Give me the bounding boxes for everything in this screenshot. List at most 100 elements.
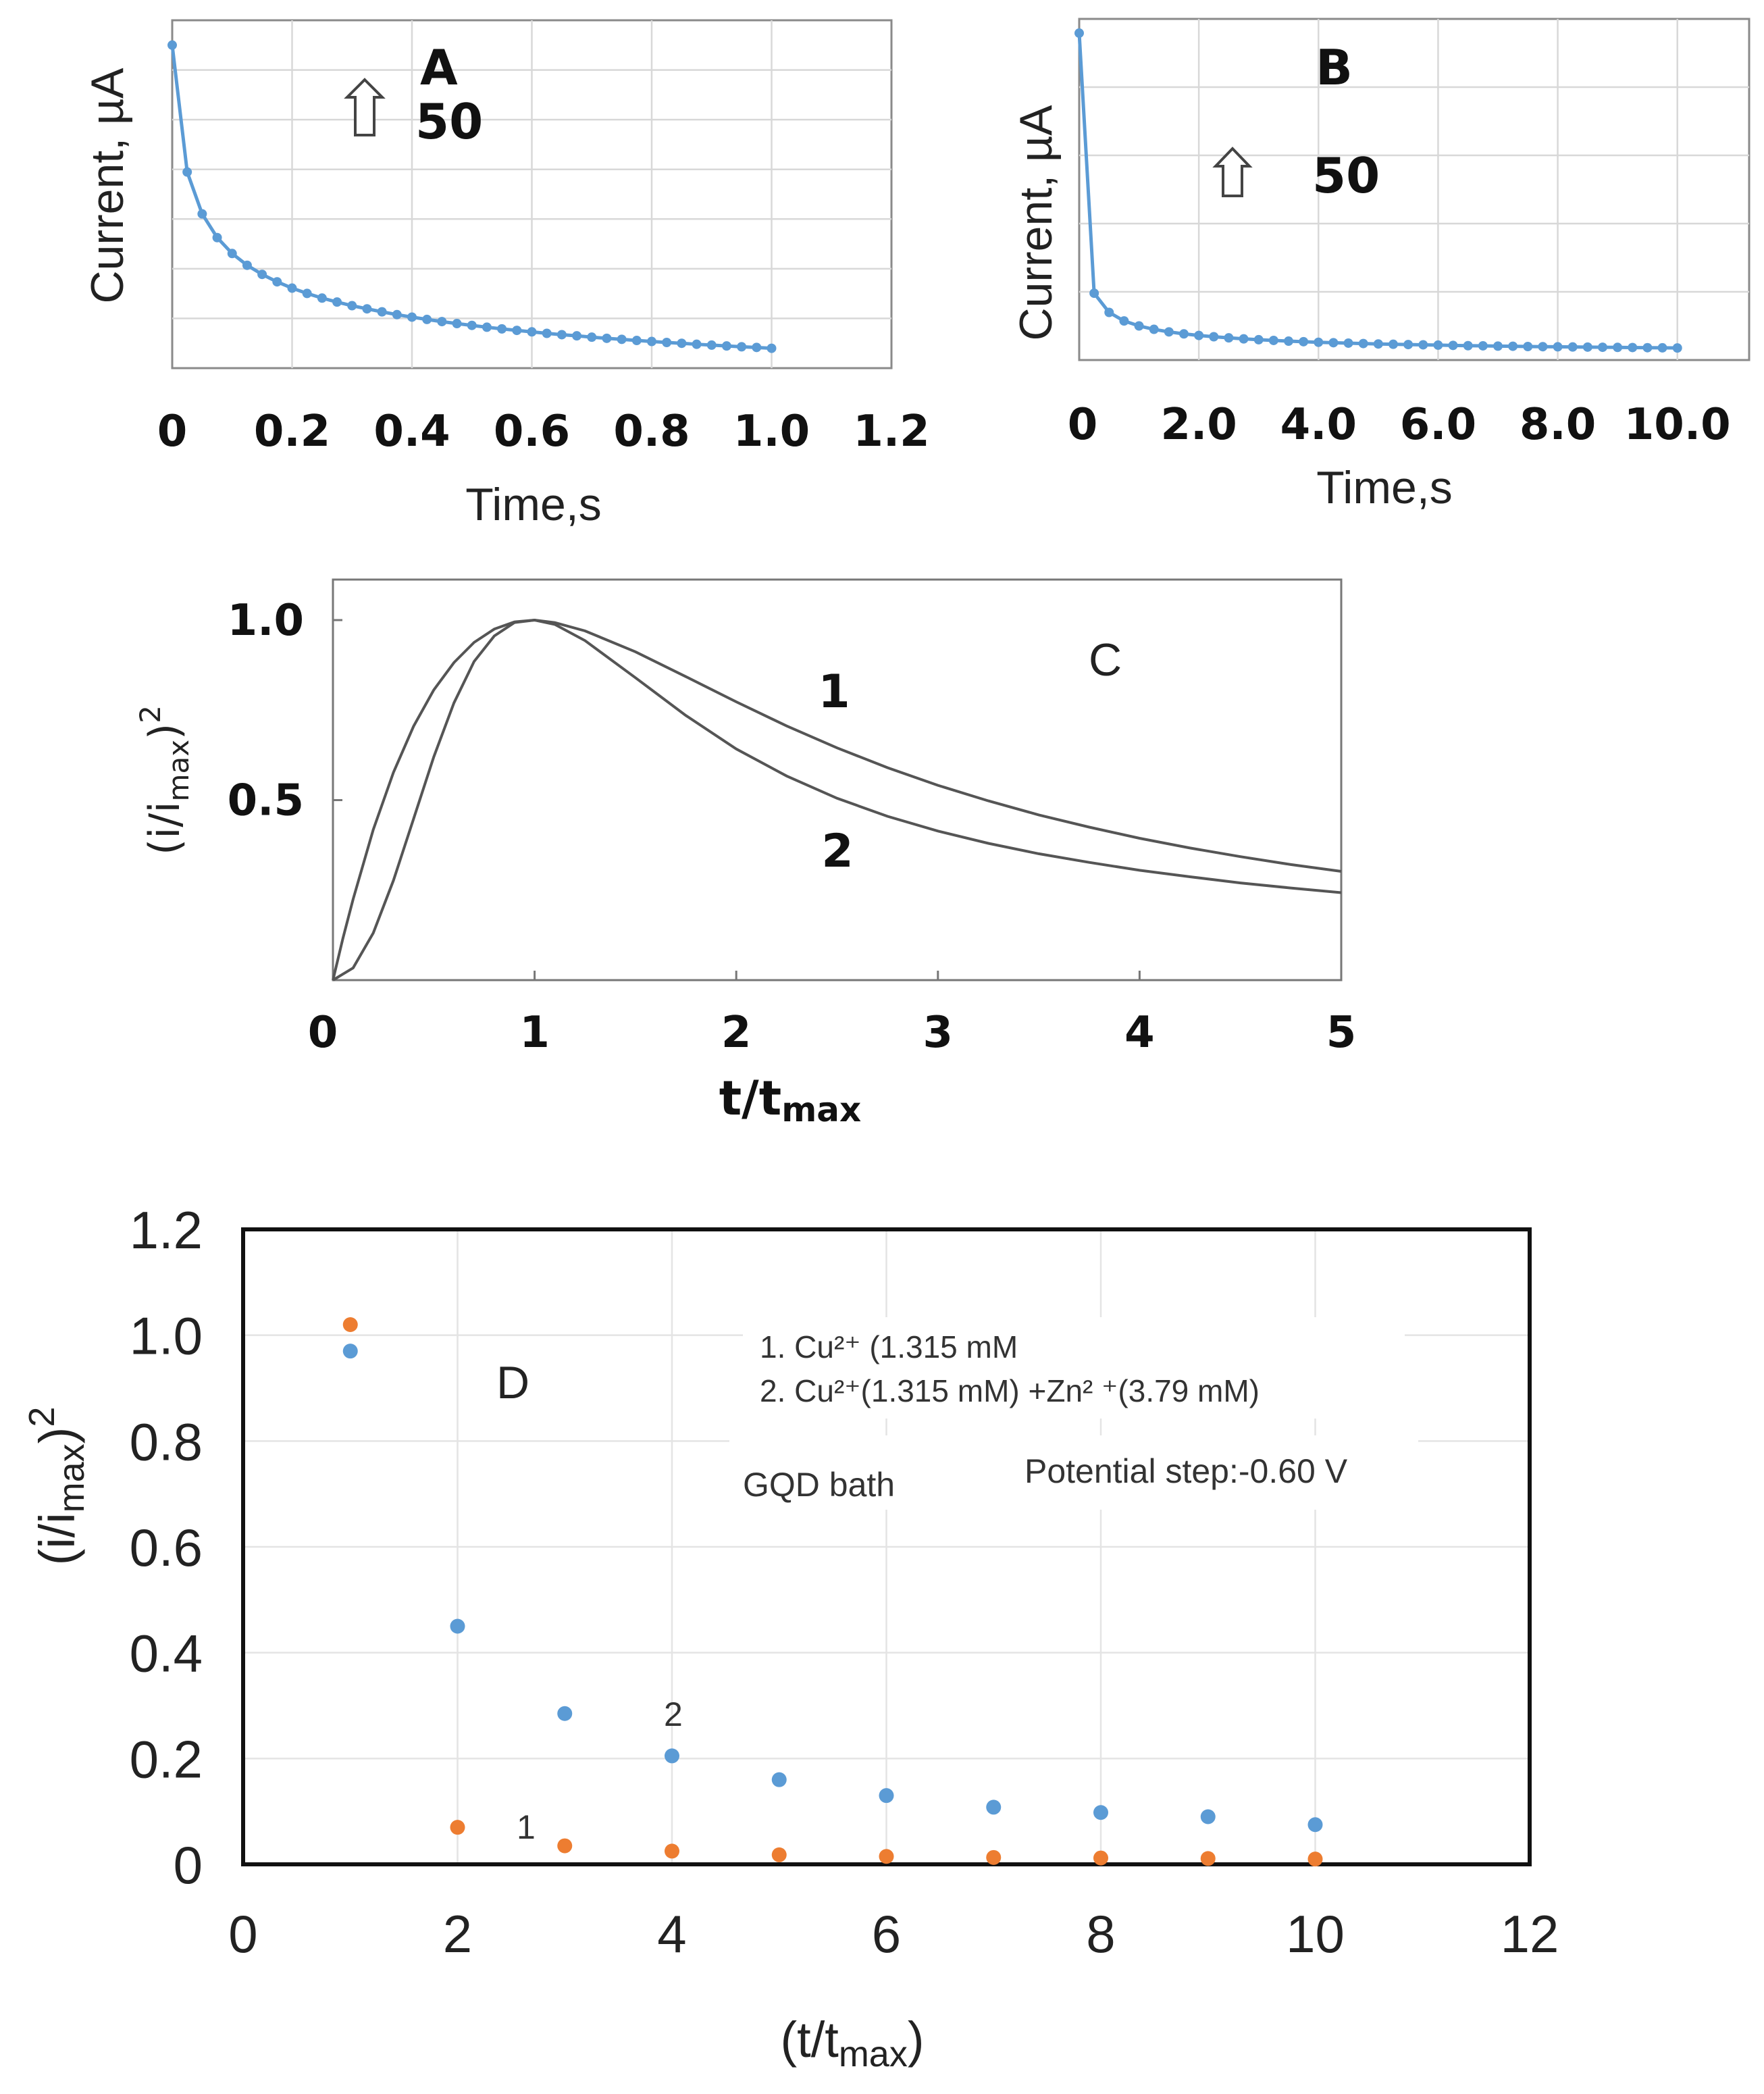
panel-c-y-axis-sub: max — [162, 740, 195, 802]
panel-a-data-point — [587, 332, 597, 342]
panel-d-label: D — [496, 1357, 529, 1408]
panel-b-data-point — [1478, 340, 1488, 351]
panel-b-x-tick: 10.0 — [1624, 400, 1731, 450]
panel-c-y-axis-sup: 2 — [134, 705, 167, 723]
panel-a-x-tick: 0.4 — [373, 407, 450, 457]
panel-a-data-point — [392, 309, 402, 320]
panel-a-x-tick: 1.0 — [733, 407, 810, 457]
panel-b-data-point — [1089, 288, 1099, 299]
panel-d-y-tick: 0 — [174, 1835, 203, 1895]
panel-c-curve-2 — [332, 618, 1342, 981]
panel-c-label: C — [1089, 634, 1122, 686]
panel-b-data-points — [1074, 28, 1682, 353]
panel-d-series-2-points — [342, 1344, 1323, 1833]
panel-c-y-axis-title: (i/imax)2 — [134, 705, 195, 855]
panel-b-data-point — [1493, 341, 1503, 351]
panel-d-x-axis-sub: max — [839, 2034, 908, 2074]
panel-b-data-point — [1149, 324, 1159, 334]
panel-a-data-point — [692, 339, 702, 349]
panel-d-legend-entry-1: 1. Cu²⁺ (1.315 mM — [760, 1329, 1018, 1364]
panel-a-data-point — [647, 336, 656, 347]
panel-d-y-axis-title: (i/imax)2 — [22, 1407, 92, 1566]
panel-a-data-point — [617, 334, 627, 344]
panel-b-data-point — [1628, 342, 1638, 353]
panel-b-data-point — [1508, 341, 1518, 351]
panel-a-data-point — [257, 270, 267, 280]
panel-b-data-point — [1284, 336, 1293, 347]
panel-d-series-2-point-label: 2 — [664, 1695, 683, 1733]
panel-a-data-point — [497, 324, 507, 334]
panel-d-y-axis-main: (i/i — [29, 1512, 85, 1565]
panel-b-data-point — [1523, 342, 1533, 352]
panel-d-series-1-point — [1093, 1850, 1108, 1866]
panel-a-data-point — [347, 301, 357, 311]
panel-d-x-axis-tail: ) — [908, 2012, 925, 2068]
panel-d-x-tick: 8 — [1086, 1904, 1115, 1964]
panel-b-x-tick: 2.0 — [1160, 400, 1237, 450]
panel-b-data-point — [1239, 334, 1249, 344]
panel-b-data-point — [1268, 335, 1278, 345]
panel-b-data-point — [1299, 336, 1309, 347]
panel-b-data-point — [1074, 28, 1084, 39]
panel-b-data-point — [1253, 334, 1264, 344]
panel-c-x-axis-title: t/tmax — [719, 1071, 862, 1129]
panel-b-plot-area — [1078, 18, 1750, 361]
panel-a-x-tick: 0.6 — [494, 407, 570, 457]
panel-d-series-1-point-label: 1 — [517, 1808, 536, 1846]
panel-c-x-tick: 2 — [721, 1008, 752, 1058]
panel-b-data-point — [1538, 342, 1548, 352]
panel-d-series-1-point — [342, 1317, 358, 1332]
panel-a-data-point — [467, 320, 477, 330]
panel-a-x-axis-title: Time,s — [465, 479, 601, 530]
panel-a-scale-value: 50 — [415, 93, 483, 150]
panel-d-series-2-point — [342, 1344, 358, 1359]
panel-d-y-axis-sub: max — [51, 1444, 92, 1512]
panel-d-series-1-point — [450, 1820, 465, 1835]
panel-a-data-point — [272, 277, 282, 287]
panel-a-data-point — [302, 288, 312, 299]
panel-b-data-point — [1642, 342, 1653, 353]
panel-c-curve-1-label: 1 — [818, 665, 850, 719]
panel-a-data-point — [362, 304, 372, 314]
panel-d-series-2-point — [557, 1706, 573, 1721]
panel-d-x-tick: 12 — [1501, 1904, 1559, 1964]
panel-d-x-axis-title: (t/tmax) — [781, 2012, 925, 2074]
panel-d-y-tick: 0.2 — [130, 1729, 203, 1789]
panel-d-series-2-point — [1307, 1817, 1323, 1833]
panel-a-data-point — [721, 341, 731, 351]
panel-d-y-tick: 0.4 — [130, 1624, 203, 1683]
panel-d-series-2-point — [1093, 1805, 1108, 1820]
panel-a-data-point — [182, 167, 192, 177]
panel-d-y-tick: 0.6 — [130, 1518, 203, 1577]
panel-a-label: A — [420, 39, 458, 96]
panel-a-data-point — [631, 336, 642, 346]
panel-a-data-point — [542, 328, 552, 338]
panel-a-data-point — [437, 317, 447, 327]
panel-a-data-point — [332, 297, 342, 307]
panel-a-data-point — [767, 343, 777, 353]
panel-d-series-1-point — [879, 1849, 894, 1864]
panel-b: B 50 Current, µA 0 2.0 4.0 6.0 8.0 10.0 Time,… — [1010, 18, 1750, 513]
panel-a-data-point — [662, 337, 672, 347]
panel-d-series-1-point — [665, 1843, 679, 1859]
panel-a-data-point — [527, 327, 537, 337]
panel-d-series-1-point — [771, 1847, 787, 1862]
panel-c-y-tick: 0.5 — [228, 776, 304, 826]
panel-b-x-tick: 0 — [1068, 400, 1098, 450]
panel-c-x-axis-main: t/t — [719, 1071, 782, 1126]
panel-a-data-point — [452, 319, 462, 329]
panel-a-data-point — [737, 342, 747, 352]
panel-d-series-1-point — [1200, 1851, 1216, 1866]
panel-d-x-tick: 10 — [1286, 1904, 1345, 1964]
panel-a-data-point — [482, 322, 492, 332]
panel-b-data-point — [1553, 342, 1563, 352]
panel-a-data-point — [602, 333, 612, 343]
panel-b-data-point — [1448, 340, 1458, 351]
panel-a-data-point — [212, 232, 222, 242]
panel-c-y-axis-main: (i/i — [140, 801, 189, 855]
panel-b-data-point — [1657, 342, 1667, 353]
panel-d-y-tick: 1.0 — [130, 1306, 203, 1366]
panel-c-y-tick: 1.0 — [228, 596, 304, 646]
